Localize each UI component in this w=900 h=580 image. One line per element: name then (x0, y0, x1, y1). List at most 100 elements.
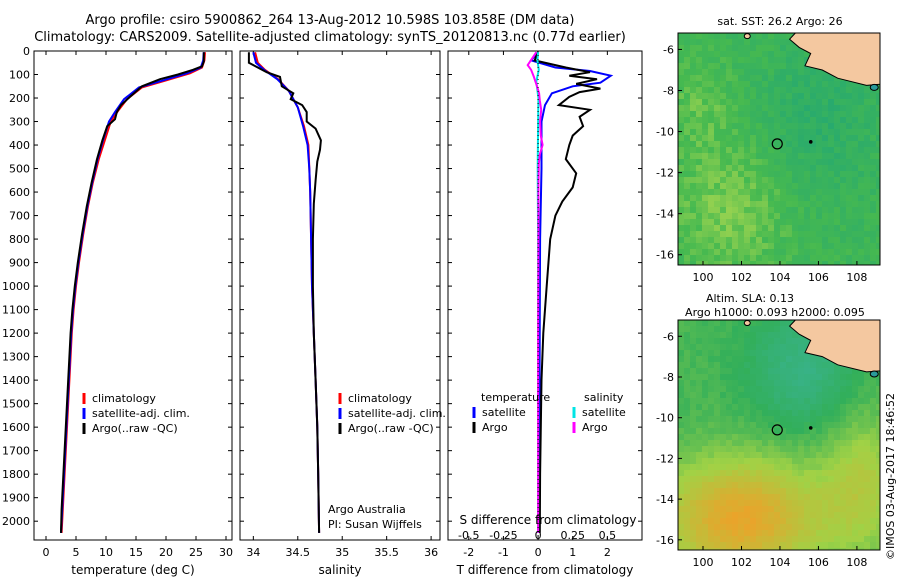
sst_map-ytick-label: -6 (663, 43, 674, 56)
sla_map-cell (768, 524, 775, 531)
sla_map-cell (828, 506, 835, 513)
sst_map-cell (678, 201, 685, 208)
sla_map-cell (870, 506, 877, 513)
sst_map-cell (738, 225, 745, 232)
sla_map-cell (756, 458, 763, 465)
sst_map-cell (732, 141, 739, 148)
sla_map-cell (708, 398, 715, 405)
sst_map-cell (834, 243, 841, 250)
sst_map-cell (834, 105, 841, 112)
sla_map-cell (708, 422, 715, 429)
sla_map-cell (762, 326, 769, 333)
sla_map-cell (702, 500, 709, 507)
sla_map-cell (756, 356, 763, 363)
sst_map-cell (762, 189, 769, 196)
sst_map-cell (696, 183, 703, 190)
sst_map-cell (756, 135, 763, 142)
sst_map-cell (762, 153, 769, 160)
sla_map-cell (798, 344, 805, 351)
sla_map-cell (690, 338, 697, 345)
sst_map-cell (708, 159, 715, 166)
sla_map-cell (804, 410, 811, 417)
sla_map-cell (726, 494, 733, 501)
sla_map-cell (732, 350, 739, 357)
sla_map-cell (714, 422, 721, 429)
sla_map-cell (804, 494, 811, 501)
sla_map-cell (792, 350, 799, 357)
sst_map-cell (678, 231, 685, 238)
sla_map-cell (870, 452, 877, 459)
sst_map-cell (774, 165, 781, 172)
sla_map-cell (792, 464, 799, 471)
sst_map-cell (732, 147, 739, 154)
sla_map-cell (690, 512, 697, 519)
sst_map-cell (828, 111, 835, 118)
sst_map-cell (822, 117, 829, 124)
sla_map-cell (786, 488, 793, 495)
sst_map-cell (684, 165, 691, 172)
sla_map-cell (810, 368, 817, 375)
sla_map-cell (744, 338, 751, 345)
temperature-xtick-label: 10 (99, 546, 113, 559)
sla_map-cell (684, 362, 691, 369)
sla_map-cell (696, 404, 703, 411)
sla_map-cell (846, 446, 853, 453)
sla_map-cell (762, 470, 769, 477)
sst_map-cell (756, 261, 763, 265)
sla_map-cell (780, 530, 787, 537)
sst_map-cell (834, 189, 841, 196)
sla_map-cell (774, 512, 781, 519)
sla_map-cell (714, 506, 721, 513)
sla_map-cell (822, 440, 829, 447)
sst_map-cell (798, 249, 805, 256)
sla_map-cell (816, 518, 823, 525)
sla_map-cell (690, 392, 697, 399)
sla_map-cell (714, 518, 721, 525)
sst_map-cell (744, 171, 751, 178)
sst_map-cell (792, 117, 799, 124)
sst_map-cell (714, 51, 721, 58)
sst_map-cell (840, 183, 847, 190)
sst_map-cell (786, 225, 793, 232)
sla_map-cell (786, 536, 793, 543)
sla_map-cell (858, 518, 865, 525)
sst_map-cell (864, 201, 871, 208)
sst_map-cell (786, 111, 793, 118)
sla_map-cell (690, 386, 697, 393)
salinity-annotation: Argo Australia (328, 503, 406, 516)
sst_map-cell (684, 147, 691, 154)
sla_map-cell (852, 470, 859, 477)
sst_map-cell (780, 219, 787, 226)
sla_map-cell (726, 404, 733, 411)
sla_map-cell (726, 386, 733, 393)
sst_map-cell (750, 159, 757, 166)
sla_map-cell (864, 512, 871, 519)
sst_map-cell (768, 255, 775, 262)
sla_map-cell (846, 464, 853, 471)
sla_map-cell (798, 422, 805, 429)
sla_map-cell (702, 392, 709, 399)
sla_map-cell (774, 344, 781, 351)
sla_map-cell (822, 470, 829, 477)
sla_map-cell (870, 470, 877, 477)
sla_map-cell (696, 326, 703, 333)
sst_map-cell (768, 75, 775, 82)
sla_map-cell (750, 404, 757, 411)
sla_map-cell (768, 542, 775, 549)
sla_map-cell (768, 482, 775, 489)
sst_map-cell (786, 75, 793, 82)
sst_map-cell (810, 177, 817, 184)
sla_map-cell (768, 458, 775, 465)
difference-xtick-label: -1 (498, 546, 509, 559)
sla_map-cell (744, 410, 751, 417)
sla_map-cell (834, 476, 841, 483)
sla_map-cell (876, 536, 880, 543)
sla_map-cell (684, 512, 691, 519)
sla_map-cell (828, 440, 835, 447)
sst_map-cell (834, 165, 841, 172)
sla_map-cell (774, 362, 781, 369)
sla_map-cell (744, 326, 751, 333)
sla_map-cell (732, 398, 739, 405)
sst_map-cell (720, 93, 727, 100)
sla_map-cell (702, 416, 709, 423)
